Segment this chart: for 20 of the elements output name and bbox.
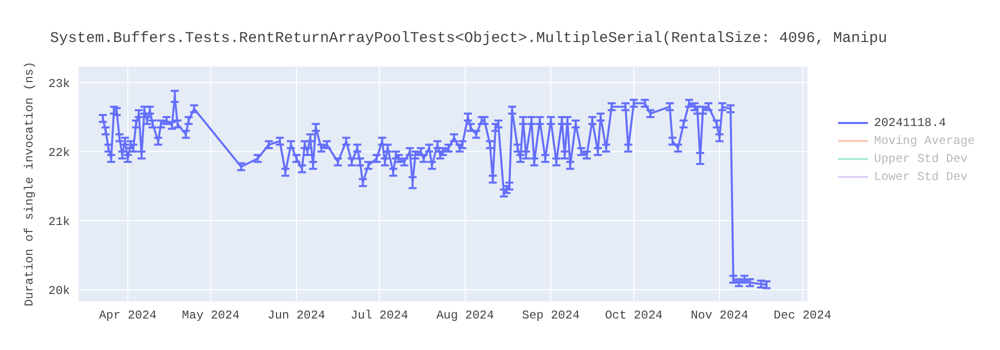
legend-label: Upper Std Dev: [874, 152, 968, 166]
x-tick-label: Aug 2024: [436, 308, 494, 323]
x-tick-label: May 2024: [182, 308, 240, 323]
x-tick-label: Sep 2024: [522, 308, 580, 323]
legend-label: Lower Std Dev: [874, 170, 968, 184]
y-tick-label: 22k: [48, 146, 70, 160]
y-tick-label: 21k: [48, 214, 70, 229]
x-tick-label: Nov 2024: [690, 308, 748, 323]
legend-label: 20241118.4: [874, 116, 946, 130]
y-axis-title: Duration of single invocation (ns): [22, 62, 36, 306]
y-tick-label: 23k: [48, 76, 70, 91]
legend-label: Moving Average: [874, 134, 975, 148]
x-tick-label: Apr 2024: [98, 308, 157, 323]
x-tick-label: Jul 2024: [350, 308, 408, 323]
x-tick-label: Dec 2024: [774, 308, 832, 323]
line-series: [100, 95, 768, 286]
chart-title: System.Buffers.Tests.RentReturnArrayPoolTests<Object>.MultipleSerial(RentalSize: 4096, Manipu: [49, 29, 888, 49]
x-tick-label: Oct 2024: [604, 308, 663, 323]
x-tick-label: Jun 2024: [268, 308, 326, 323]
y-tick-label: 20k: [48, 284, 70, 298]
